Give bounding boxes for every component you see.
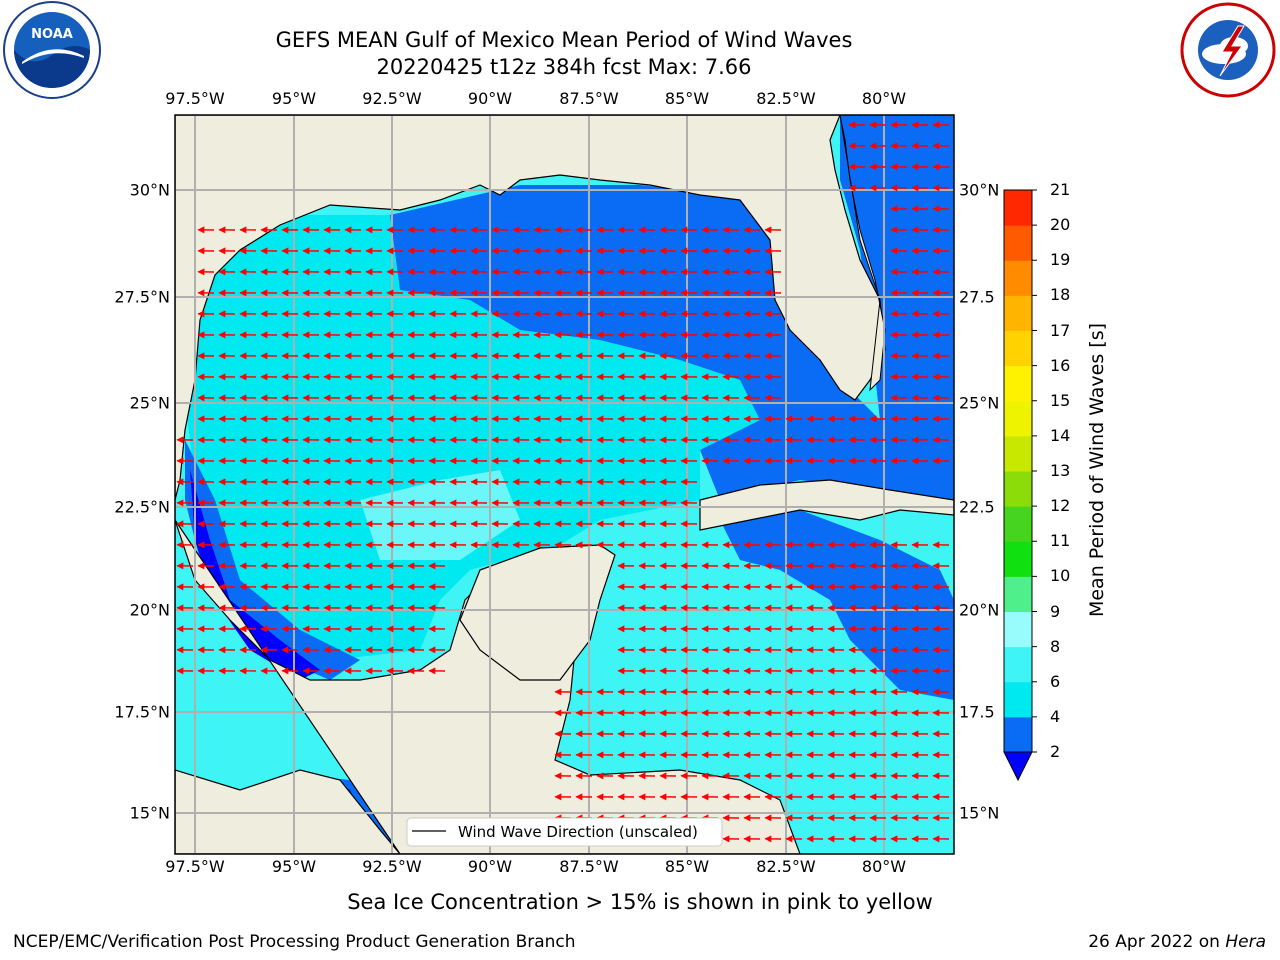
lon-tick-top: 85°W	[664, 89, 710, 108]
colorbar-segment	[1004, 506, 1032, 542]
sea-ice-note: Sea Ice Concentration > 15% is shown in …	[347, 890, 933, 914]
colorbar-tick-label: 20	[1050, 215, 1071, 235]
colorbar-tick-label: 6	[1050, 671, 1061, 691]
lon-tick-top: 97.5°W	[165, 89, 225, 108]
colorbar-segment	[1004, 400, 1032, 437]
lon-tick-top: 90°W	[467, 89, 513, 108]
colorbar-segment	[1004, 190, 1032, 226]
ocean-band-2-4-atlantic	[840, 115, 954, 420]
lon-tick-bottom: 95°W	[271, 857, 317, 876]
map-legend: Wind Wave Direction (unscaled)	[406, 817, 723, 847]
chart-title: GEFS MEAN Gulf of Mexico Mean Period of …	[275, 28, 853, 52]
lat-tick-left: 30°N	[129, 180, 170, 200]
colorbar-segment	[1004, 295, 1032, 331]
footer-date: 26 Apr 2022 on Hera	[1088, 932, 1266, 952]
colorbar-tick-label: 14	[1050, 425, 1071, 445]
lon-tick-bottom: 97.5°W	[165, 857, 225, 876]
colorbar-tick-label: 11	[1050, 531, 1071, 551]
lat-tick-left: 25°N	[129, 393, 170, 413]
lat-tick-right: 27.5	[959, 287, 995, 307]
lon-tick-top: 87.5°W	[559, 89, 619, 108]
colorbar-tick-label: 16	[1050, 355, 1071, 375]
colorbar	[1003, 189, 1037, 782]
colorbar-segment	[1004, 225, 1032, 261]
lon-tick-bottom: 90°W	[467, 857, 513, 876]
lon-tick-top: 92.5°W	[362, 89, 422, 108]
colorbar-tick-label: 18	[1050, 285, 1071, 305]
colorbar-tick-label: 13	[1050, 461, 1071, 480]
colorbar-tick-label: 10	[1050, 566, 1071, 586]
colorbar-tick-label: 17	[1050, 320, 1071, 340]
colorbar-segment	[1004, 435, 1032, 472]
colorbar-segment	[1004, 716, 1032, 753]
colorbar-segment	[1004, 611, 1032, 648]
colorbar-tick-label: 19	[1050, 250, 1071, 270]
lon-tick-bottom: 87.5°W	[559, 857, 619, 876]
lon-tick-top: 82.5°W	[756, 89, 816, 108]
colorbar-segment	[1004, 330, 1032, 367]
colorbar-title: Mean Period of Wind Waves [s]	[1086, 322, 1108, 618]
legend-label: Wind Wave Direction (unscaled)	[458, 823, 698, 841]
lon-tick-bottom: 82.5°W	[756, 857, 816, 876]
lon-tick-bottom: 80°W	[861, 857, 907, 876]
colorbar-tick-label: 2	[1050, 742, 1061, 761]
colorbar-tick-label: 21	[1050, 180, 1071, 199]
chart-subtitle: 20220425 t12z 384h fcst Max: 7.66	[376, 55, 752, 79]
lon-tick-top: 95°W	[271, 89, 317, 108]
lat-tick-right: 30°N	[959, 180, 1000, 200]
colorbar-tick-label: 9	[1050, 601, 1061, 621]
footer-branch: NCEP/EMC/Verification Post Processing Pr…	[13, 932, 576, 952]
lat-tick-left: 17.5°N	[114, 702, 170, 722]
colorbar-tick-label: 4	[1050, 706, 1061, 726]
lat-tick-right: 25°N	[959, 393, 1000, 413]
colorbar-under-triangle	[1003, 751, 1033, 782]
nws-logo	[1180, 2, 1276, 98]
ocean-band-8-9	[360, 470, 520, 560]
colorbar-segment	[1004, 365, 1032, 402]
colorbar-tick-label: 15	[1050, 390, 1071, 410]
lat-tick-right: 22.5	[959, 497, 995, 517]
colorbar-tick-label: 12	[1050, 496, 1071, 516]
lon-tick-top: 80°W	[861, 89, 907, 108]
lat-tick-right: 15°N	[959, 803, 1000, 823]
noaa-logo: NOAA	[3, 1, 101, 99]
lat-tick-left: 20°N	[129, 600, 170, 620]
map-frame	[174, 114, 955, 855]
wind-wave-arrows	[176, 121, 950, 843]
colorbar-segment	[1004, 260, 1032, 296]
lat-tick-right: 17.5	[959, 702, 995, 722]
ocean-band-2-4-west	[185, 440, 360, 680]
lat-tick-left: 22.5°N	[114, 497, 170, 517]
colorbar-segment	[1004, 646, 1032, 683]
lon-tick-bottom: 85°W	[664, 857, 710, 876]
noaa-logo-text: NOAA	[31, 27, 73, 42]
colorbar-segment	[1004, 681, 1032, 718]
land-us	[175, 115, 886, 501]
footer-date-text: 26 Apr 2022 on	[1088, 932, 1226, 952]
colorbar-segment	[1004, 541, 1032, 577]
land-cuba	[699, 479, 954, 531]
lat-tick-left: 15°N	[129, 803, 170, 823]
colorbar-segment	[1004, 576, 1032, 612]
colorbar-segment	[1004, 471, 1032, 507]
lat-tick-left: 27.5°N	[114, 287, 170, 307]
land-mexico	[175, 519, 801, 854]
footer-host: Hera	[1225, 932, 1266, 952]
lat-tick-right: 20°N	[959, 600, 1000, 620]
colorbar-tick-label: 8	[1050, 636, 1061, 656]
lon-tick-bottom: 92.5°W	[362, 857, 422, 876]
